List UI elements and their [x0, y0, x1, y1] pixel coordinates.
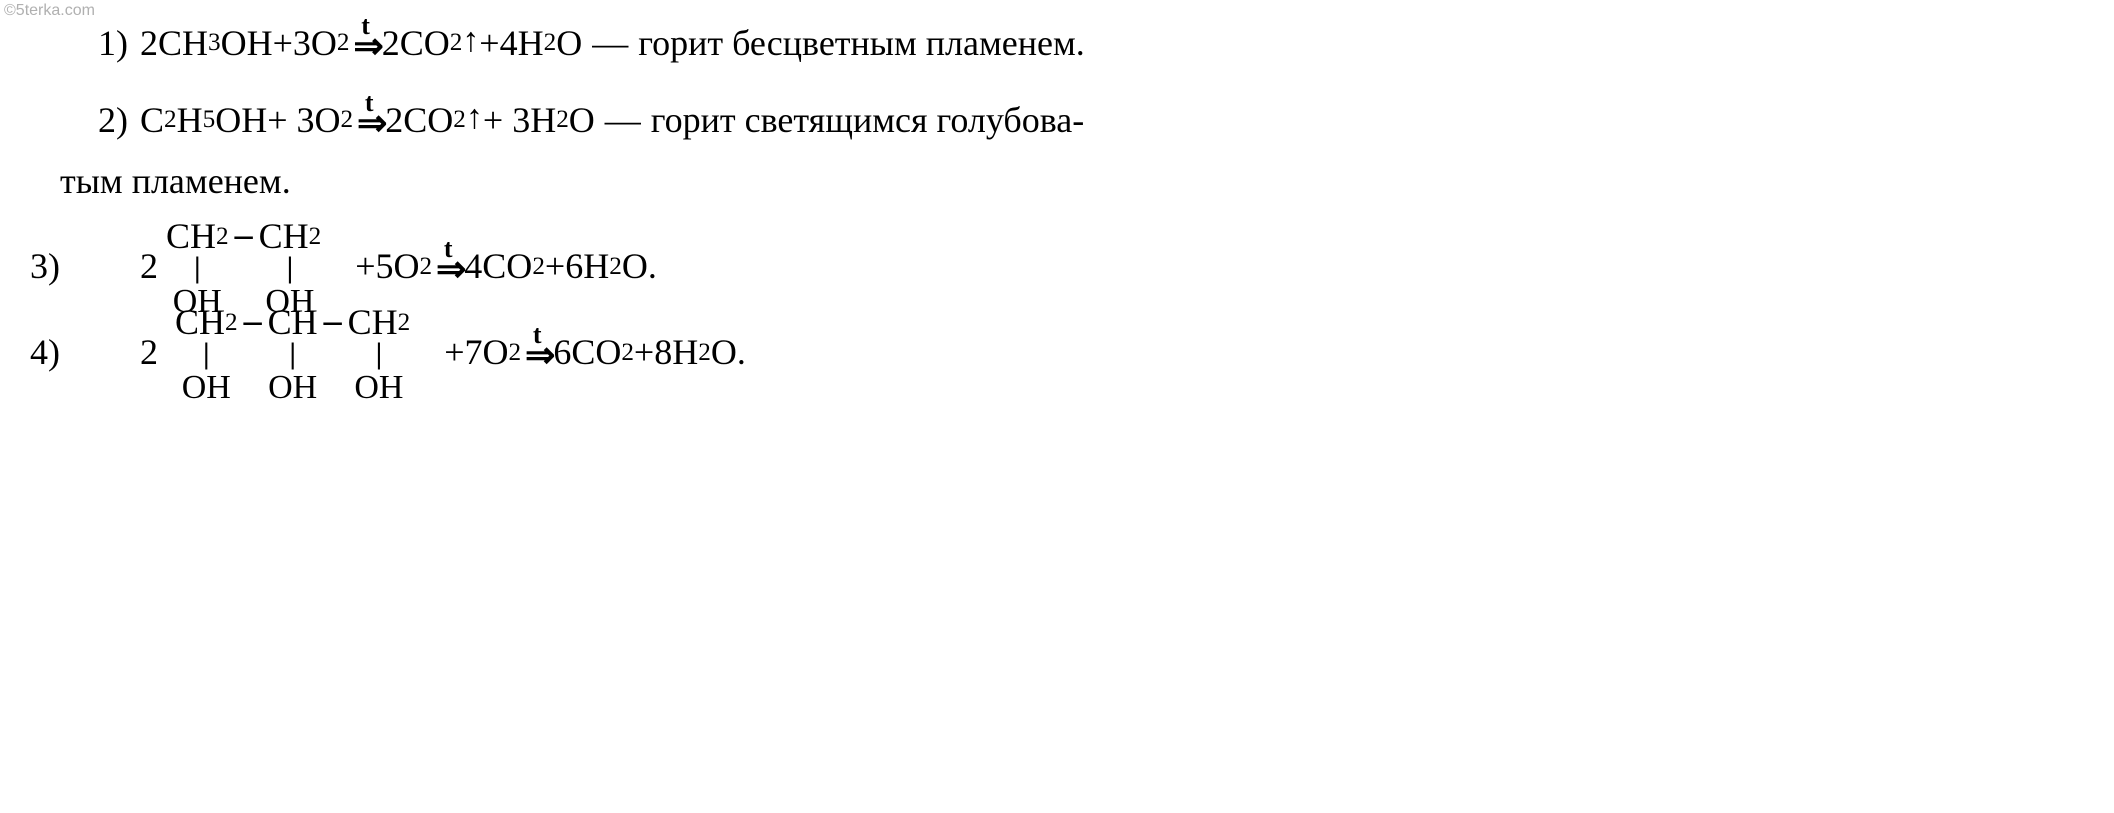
eq4-plus2: + [634, 329, 654, 376]
eq1-lhs-sp1b: OH [221, 20, 273, 67]
eq4-lhs-coef1: 2 [140, 330, 173, 376]
watermark: ©5terka.com [4, 2, 95, 20]
eq3-rhs-coef1: 4 [464, 243, 482, 290]
equations-content: 1) 2CH3OH + 3O2 t ⇒ 2CO2↑ + 4H2O — горит… [0, 20, 2114, 376]
eq2-desc-cont: тым пламенем. [30, 160, 2084, 202]
eq4-arrow-sym: ⇒ [525, 341, 549, 370]
eq3-structure: CH2 | OH – | CH2 | OH [166, 244, 321, 290]
eq4-c2-oh: OH [268, 366, 317, 406]
eq3-number: 3) [30, 244, 140, 290]
eq3-c1-f: CH [166, 213, 216, 260]
eq2-arrow: t ⇒ [357, 95, 381, 137]
eq4-c3: CH2 | OH [348, 300, 411, 406]
eq2-lhs-coef2: 3 [297, 97, 315, 144]
eq2-number: 2) [30, 97, 140, 144]
eq4-plus1: + [444, 329, 464, 376]
eq4-lhs-coef2: 7 [465, 329, 483, 376]
eq3-lhs-coef1: 2 [140, 244, 164, 290]
eq4-rhs-coef2: 8 [654, 329, 672, 376]
eq3-c1-vbond: | [194, 260, 201, 280]
eq1-rhs-sp1: CO [400, 20, 450, 67]
eq3-struct-row1: CH2 | OH – | CH2 | OH [166, 244, 321, 290]
eq4-rhs-sp1: CO [571, 329, 621, 376]
eq1-rhs-coef2: 4 [500, 20, 518, 67]
eq2-plus2: + [483, 97, 503, 144]
eq1-lhs-sp1a: CH [158, 20, 208, 67]
eq1-rhs-coef1: 2 [382, 20, 400, 67]
eq2-rhs-coef2: 3 [512, 97, 530, 144]
eq1-arrow: t ⇒ [354, 18, 378, 60]
eq4-bond1-sym: – [238, 297, 268, 344]
eq4-c1-f: CH [175, 299, 225, 346]
eq4-c3-f: CH [348, 299, 398, 346]
eq2-rhs-sp1: CO [403, 97, 453, 144]
eq2-rhs-sp2b: O [569, 97, 595, 144]
eq4-bond2-sym: – [318, 297, 348, 344]
equation-3: 3) 2 CH2 | OH – | CH2 | OH [30, 244, 2084, 290]
eq3-plus2: + [545, 243, 565, 290]
eq1-dash: — [592, 20, 628, 67]
eq2-lhs-sp1a: C [140, 97, 164, 144]
eq4-period: . [737, 329, 746, 376]
eq4-c2-vbond: | [289, 346, 296, 366]
eq1-plus2: + [479, 20, 499, 67]
eq4-c1-oh: OH [182, 366, 231, 406]
eq2-up-icon: ↑ [466, 96, 483, 140]
eq3-rhs-sp1: CO [482, 243, 532, 290]
eq4-c1: CH2 | OH [175, 300, 238, 406]
eq3-bond1-sym: – [229, 211, 259, 258]
equation-2: 2) C2H5OH + 3O2 t ⇒ 2CO2↑ + 3H2O — горит… [30, 97, 2084, 144]
eq2-rhs-sp2a: H [530, 97, 556, 144]
eq1-rhs-sp2a: H [518, 20, 544, 67]
eq3-c2-vbond: | [287, 260, 294, 280]
eq3-arrow-sym: ⇒ [436, 255, 460, 284]
eq4-arrow: t ⇒ [525, 327, 549, 369]
eq4-struct-row1: CH2 | OH – | CH | OH – | [175, 330, 410, 376]
eq4-lhs-sp2: O [483, 329, 509, 376]
eq1-number: 1) [30, 20, 140, 67]
eq3-c2-f: CH [259, 213, 309, 260]
eq2-plus1: + [267, 97, 287, 144]
eq3-period: . [648, 243, 657, 290]
eq4-rhs-coef1: 6 [553, 329, 571, 376]
eq4-structure: CH2 | OH – | CH | OH – | [175, 330, 410, 376]
eq4-rest: + 7O2 t ⇒ 6CO2 + 8H2O. [426, 330, 746, 376]
eq4-bond2: – | [318, 300, 348, 406]
eq1-up-icon: ↑ [462, 19, 479, 63]
eq1-lhs-coef1: 2 [140, 20, 158, 67]
eq3-rhs-sp2a: H [583, 243, 609, 290]
eq2-lhs-sp1b: OH [215, 97, 267, 144]
eq4-bond1: – | [238, 300, 268, 406]
eq1-lhs-coef2: 3 [293, 20, 311, 67]
eq4-number: 4) [30, 330, 140, 376]
equation-4: 4) 2 CH2 | OH – | CH | OH [30, 330, 2084, 376]
eq2-body: C2H5OH + 3O2 t ⇒ 2CO2↑ + 3H2O — горит св… [140, 97, 1084, 144]
eq3-arrow: t ⇒ [436, 241, 460, 283]
eq2-arrow-sym: ⇒ [357, 109, 381, 138]
eq3-rhs-sp2b: O [622, 243, 648, 290]
eq4-c3-oh: OH [354, 366, 403, 406]
eq4-c3-vbond: | [376, 346, 383, 366]
eq1-plus1: + [273, 20, 293, 67]
eq2-dash: — [605, 97, 641, 144]
equation-1: 1) 2CH3OH + 3O2 t ⇒ 2CO2↑ + 4H2O — горит… [30, 20, 2084, 67]
eq2-desc1: горит светящимся голубова- [651, 97, 1084, 144]
eq2-lhs-sp1m: H [177, 97, 203, 144]
eq3-plus1: + [355, 243, 375, 290]
eq4-c1-vbond: | [203, 346, 210, 366]
eq3-lhs-coef2: 5 [376, 243, 394, 290]
eq1-lhs-sp2: O [311, 20, 337, 67]
eq3-lhs-sp2: O [394, 243, 420, 290]
eq4-c2: CH | OH [268, 300, 318, 406]
eq1-arrow-sym: ⇒ [354, 32, 378, 61]
eq1-desc: горит бесцветным пламенем. [638, 20, 1085, 67]
eq1-body: 2CH3OH + 3O2 t ⇒ 2CO2↑ + 4H2O — горит бе… [140, 20, 1085, 67]
eq3-rest: + 5O2 t ⇒ 4CO2 + 6H2O. [337, 244, 657, 290]
eq4-rhs-sp2b: O [711, 329, 737, 376]
eq1-rhs-sp2b: O [556, 20, 582, 67]
eq2-rhs-coef1: 2 [385, 97, 403, 144]
eq3-rhs-coef2: 6 [565, 243, 583, 290]
eq4-rhs-sp2a: H [672, 329, 698, 376]
eq2-lhs-sp2: O [315, 97, 341, 144]
